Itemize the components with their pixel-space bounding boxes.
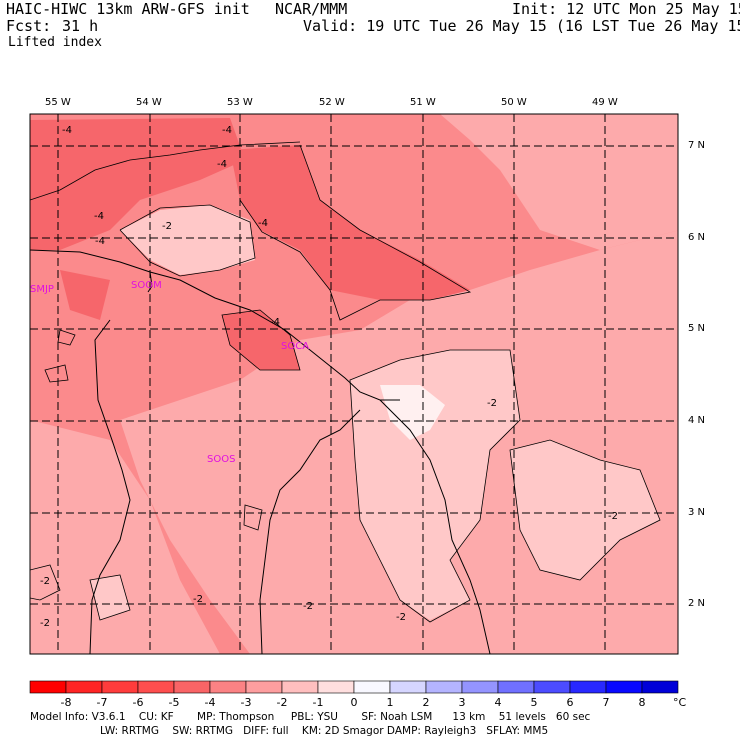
colorbar-tick-label: 5 bbox=[531, 696, 538, 709]
fill-deep-coastal bbox=[222, 310, 300, 370]
coastline bbox=[30, 249, 491, 654]
colorbar-swatch bbox=[461, 680, 499, 694]
colorbar-tick-label: -1 bbox=[313, 696, 324, 709]
lat-label: 5 N bbox=[688, 323, 706, 334]
contour-label: -4 bbox=[217, 159, 227, 170]
lat-label: 2 N bbox=[688, 598, 706, 609]
fill-deep-west bbox=[60, 270, 110, 320]
graticule bbox=[30, 114, 678, 654]
contour-label: -2 bbox=[487, 398, 497, 409]
colorbar-tick-label: 2 bbox=[423, 696, 430, 709]
colorbar-tick-label: 7 bbox=[603, 696, 610, 709]
colorbar-tick-label: 8 bbox=[639, 696, 646, 709]
fill-pale-east bbox=[510, 440, 660, 580]
colorbar-swatch bbox=[209, 680, 247, 694]
colorbar-swatch bbox=[281, 680, 319, 694]
contour-label: -4 bbox=[222, 125, 232, 136]
lon-label: 51 W bbox=[410, 97, 436, 108]
station-smjp: SMJP bbox=[30, 284, 54, 295]
colorbar-swatch bbox=[389, 680, 427, 694]
lon-label: 50 W bbox=[501, 97, 527, 108]
model-info-line1: Model Info: V3.6.1 CU: KF MP: Thompson P… bbox=[30, 711, 591, 723]
contour-label: -4 bbox=[258, 218, 268, 229]
fill-deep-northwest bbox=[30, 118, 245, 250]
org-label: NCAR/MMM bbox=[275, 0, 348, 18]
colorbar-ticks: -8 -7 -6 -5 -4 -3 -2 -1 0 1 2 3 4 5 6 7 8 bbox=[61, 696, 646, 709]
fill-light-southwest bbox=[30, 420, 220, 654]
fill-light-northeast bbox=[440, 114, 678, 250]
colorbar-tick-label: 1 bbox=[387, 696, 394, 709]
colorbar-swatch bbox=[533, 680, 571, 694]
map-frame bbox=[29, 113, 679, 655]
colorbar-swatch bbox=[353, 680, 391, 694]
contour-label: -4 bbox=[94, 211, 104, 222]
station-soca: SOCA bbox=[281, 341, 309, 352]
colorbar-swatch bbox=[497, 680, 535, 694]
contour-label: -2 bbox=[303, 601, 313, 612]
contour-label: -2 bbox=[40, 576, 50, 587]
colorbar-swatch bbox=[641, 680, 679, 694]
colorbar-swatch bbox=[29, 680, 67, 694]
contour-label: -2 bbox=[40, 618, 50, 629]
colorbar-swatch bbox=[425, 680, 463, 694]
contour-labels: -4 -4 -4 -4 -4 -4 -2 -4 -2 -2 -2 -2 -2 -… bbox=[40, 125, 618, 629]
init-time: Init: 12 UTC Mon 25 May 15 bbox=[512, 0, 740, 18]
colorbar-tick-label: 3 bbox=[459, 696, 466, 709]
lon-label: 53 W bbox=[227, 97, 253, 108]
lat-label: 7 N bbox=[688, 140, 706, 151]
contour-label: -4 bbox=[95, 236, 105, 247]
colorbar-tick-label: -6 bbox=[133, 696, 144, 709]
colorbar-swatch bbox=[317, 680, 355, 694]
colorbar-tick-label: -4 bbox=[205, 696, 216, 709]
contour-label: -4 bbox=[62, 125, 72, 136]
valid-time: Valid: 19 UTC Tue 26 May 15 (16 LST Tue … bbox=[303, 17, 740, 35]
colorbar-swatch bbox=[101, 680, 139, 694]
forecast-label: Fcst: bbox=[6, 17, 52, 35]
colorbar-swatch bbox=[569, 680, 607, 694]
contour-label: -2 bbox=[396, 612, 406, 623]
fill-white-spot bbox=[380, 385, 445, 440]
colorbar-tick-label: 0 bbox=[351, 696, 358, 709]
lon-label: 52 W bbox=[319, 97, 345, 108]
contour-label: -2 bbox=[162, 221, 172, 232]
field-name: Lifted index bbox=[8, 35, 102, 50]
contour-label: -2 bbox=[193, 594, 203, 605]
colorbar-tick-label: -7 bbox=[97, 696, 108, 709]
colorbar-tick-label: 4 bbox=[495, 696, 502, 709]
colorbar bbox=[29, 680, 679, 694]
fill-pale-south bbox=[90, 575, 130, 620]
colorbar-swatch bbox=[245, 680, 283, 694]
colorbar-tick-label: -8 bbox=[61, 696, 72, 709]
station-soom: SOOM bbox=[131, 280, 162, 291]
colorbar-swatch bbox=[605, 680, 643, 694]
lat-label: 4 N bbox=[688, 415, 706, 426]
colorbar-unit: °C bbox=[673, 696, 687, 709]
contour-label: -4 bbox=[270, 317, 280, 328]
lat-label: 6 N bbox=[688, 232, 706, 243]
contours bbox=[30, 141, 661, 623]
model-title: HAIC-HIWC 13km ARW-GFS init bbox=[6, 0, 250, 18]
lat-label: 3 N bbox=[688, 507, 706, 518]
station-soos: SOOS bbox=[207, 454, 235, 465]
colorbar-swatch bbox=[65, 680, 103, 694]
forecast-hour: 31 h bbox=[62, 17, 99, 35]
model-info-line2: LW: RRTMG SW: RRTMG DIFF: full KM: 2D Sm… bbox=[100, 725, 549, 737]
colorbar-tick-label: -3 bbox=[241, 696, 252, 709]
fill-pale-north bbox=[120, 205, 255, 275]
contour-label: -2 bbox=[608, 511, 618, 522]
lon-label: 49 W bbox=[592, 97, 618, 108]
lon-label: 55 W bbox=[45, 97, 71, 108]
colorbar-tick-label: -5 bbox=[169, 696, 180, 709]
stations: SMJP SOCA SOOM SOOS bbox=[30, 280, 309, 465]
lon-label: 54 W bbox=[136, 97, 162, 108]
colorbar-tick-label: -2 bbox=[277, 696, 288, 709]
colorbar-swatch bbox=[137, 680, 175, 694]
colorbar-swatch bbox=[173, 680, 211, 694]
colorbar-tick-label: 6 bbox=[567, 696, 574, 709]
